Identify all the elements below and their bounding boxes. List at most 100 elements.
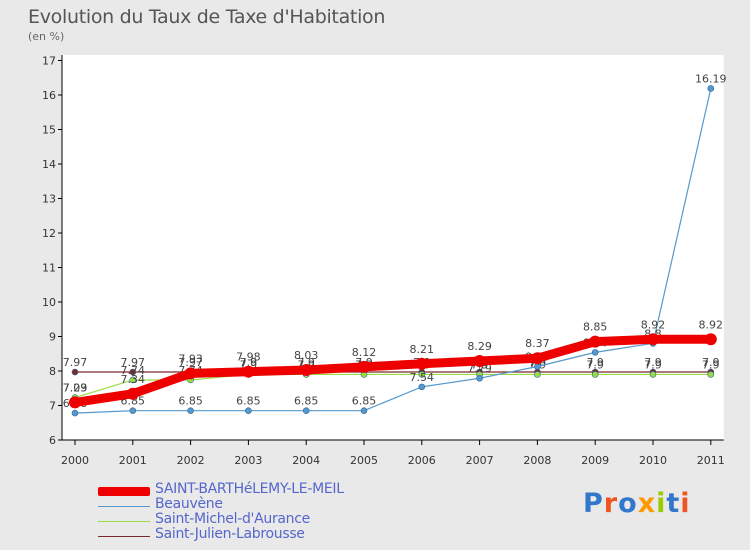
data-point xyxy=(360,407,368,414)
data-point xyxy=(707,371,715,378)
data-point xyxy=(245,407,252,414)
series-line-saint-barth-lemy-le-meil xyxy=(70,334,716,407)
y-tick-label: 11 xyxy=(42,262,56,275)
logo-letter: t xyxy=(666,488,681,519)
data-point xyxy=(704,333,717,346)
data-point xyxy=(302,407,310,414)
legend-swatch xyxy=(98,536,150,537)
data-label: 6.85 xyxy=(352,395,377,408)
data-point xyxy=(476,374,483,382)
data-point xyxy=(531,352,544,365)
legend-label: Saint-Julien-Labrousse xyxy=(155,526,305,542)
data-point xyxy=(187,407,194,414)
logo-letter: i xyxy=(656,488,667,519)
data-point xyxy=(129,376,137,384)
data-point xyxy=(242,365,255,378)
x-tick-label: 2000 xyxy=(61,454,89,467)
data-label: 6.85 xyxy=(178,395,203,408)
y-tick-label: 12 xyxy=(42,227,56,240)
chart-subtitle: (en %) xyxy=(28,30,65,43)
line-chart: 6 7 8 9 10 11 12 13 14 15 16 17 2000 2001 2002 2003 2004… xyxy=(42,55,727,468)
logo-letter: i xyxy=(680,488,691,519)
legend-label: Beauvène xyxy=(155,496,223,512)
data-point xyxy=(473,354,486,367)
x-tick-label: 2008 xyxy=(523,454,551,467)
data-label: 7.98 xyxy=(236,351,261,364)
data-label: 7.34 xyxy=(121,373,146,386)
data-label: 8.03 xyxy=(294,349,319,362)
data-label: 7.9 xyxy=(586,356,604,369)
data-label: 6.85 xyxy=(294,395,319,408)
y-tick-label: 16 xyxy=(42,89,56,102)
data-label: 8.37 xyxy=(525,337,550,350)
logo-letter: o xyxy=(618,488,638,519)
data-point xyxy=(126,387,139,400)
data-label: 7.09 xyxy=(63,381,88,394)
data-point xyxy=(591,371,599,378)
y-tick-label: 10 xyxy=(42,296,56,309)
data-label: 7.9 xyxy=(586,358,604,371)
data-label: 7.74 xyxy=(121,364,146,377)
data-point xyxy=(129,368,137,376)
x-tick-label: 2006 xyxy=(408,454,436,467)
x-tick-label: 2011 xyxy=(697,454,725,467)
data-point xyxy=(358,360,370,373)
logo-letter: r xyxy=(603,488,619,519)
data-point xyxy=(647,333,659,346)
series-line-beauv-ne xyxy=(74,87,712,414)
data-point xyxy=(591,349,599,356)
x-tick-label: 2010 xyxy=(639,454,667,467)
chart-title: Evolution du Taux de Taxe d'Habitation xyxy=(28,6,386,28)
data-label: 7.97 xyxy=(178,356,203,369)
logo-letter: x xyxy=(637,488,657,519)
data-point xyxy=(534,363,541,370)
data-label: 7.9 xyxy=(702,358,720,371)
x-tick-label: 2004 xyxy=(292,454,320,467)
legend-label: Saint-Michel-d'Aurance xyxy=(155,511,310,527)
data-point xyxy=(300,363,313,376)
y-tick-label: 8 xyxy=(49,365,56,378)
data-label: 8.92 xyxy=(641,318,666,331)
legend-swatch xyxy=(98,521,150,522)
x-tick-label: 2001 xyxy=(119,454,147,467)
data-point xyxy=(415,357,428,370)
data-label: 16.19 xyxy=(695,72,727,85)
legend-label: SAINT-BARTHéLEMY-LE-MEIL xyxy=(155,481,344,497)
y-tick-label: 6 xyxy=(49,434,56,447)
data-point xyxy=(649,371,657,378)
data-label: 7.9 xyxy=(644,358,662,371)
data-point xyxy=(71,409,79,417)
data-label: 8.85 xyxy=(583,321,608,334)
proxiti-logo: Proxiti xyxy=(583,488,691,519)
data-point xyxy=(184,367,197,380)
data-label: 7.9 xyxy=(644,356,662,369)
data-label: 8.12 xyxy=(352,346,377,359)
data-label: 7.23 xyxy=(63,382,88,395)
data-point xyxy=(418,383,426,391)
data-label: 7.9 xyxy=(702,356,720,369)
x-tick-label: 2007 xyxy=(466,454,494,467)
data-label: 6.85 xyxy=(236,395,261,408)
data-label: 7.54 xyxy=(410,371,435,384)
data-point xyxy=(69,396,81,409)
x-tick-label: 2005 xyxy=(350,454,378,467)
data-point xyxy=(129,407,137,414)
logo-letter: P xyxy=(583,488,604,519)
data-label: 7.9 xyxy=(240,356,258,369)
data-label: 8.92 xyxy=(699,318,724,331)
y-tick-label: 14 xyxy=(42,158,56,171)
data-label: 7.97 xyxy=(63,356,88,369)
data-point xyxy=(418,371,426,378)
y-tick-label: 13 xyxy=(42,193,56,206)
x-tick-label: 2002 xyxy=(177,454,205,467)
legend-swatch xyxy=(98,487,150,496)
y-tick-label: 9 xyxy=(49,331,56,344)
data-label: 7.97 xyxy=(121,356,146,369)
data-point xyxy=(707,85,715,92)
data-label: 7.93 xyxy=(178,352,203,365)
y-tick-label: 15 xyxy=(42,124,56,137)
legend-swatch xyxy=(98,506,150,507)
data-point xyxy=(534,371,541,378)
y-tick-label: 17 xyxy=(42,55,56,68)
